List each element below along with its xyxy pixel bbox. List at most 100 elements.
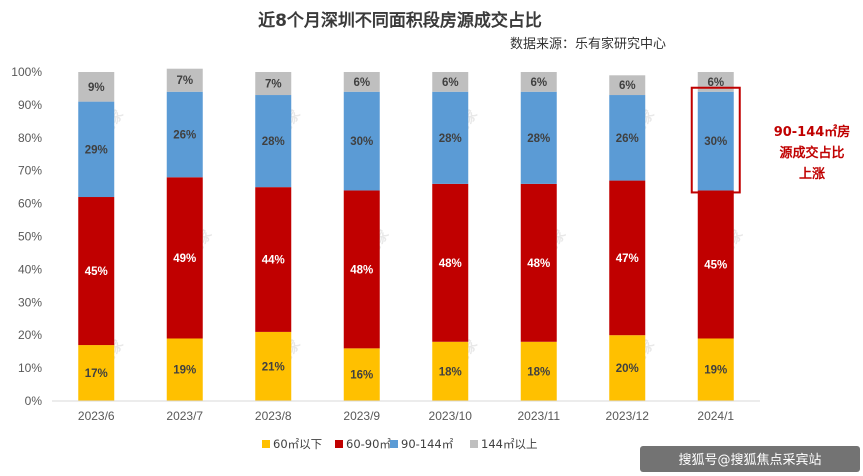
data-label: 47% [616, 253, 639, 265]
bar-segment [166, 68, 203, 92]
y-tick-label: 100% [11, 65, 42, 79]
legend-swatch [390, 440, 398, 448]
data-label: 48% [439, 258, 462, 270]
x-tick-label: 2023/9 [343, 409, 380, 423]
data-label: 30% [350, 136, 373, 148]
bar-segment [166, 338, 203, 401]
y-axis: 0% 10% 20% 30% 40% 50% 60% 70% 80% 90% 100% [11, 65, 42, 408]
bar-segment [78, 101, 115, 198]
data-label: 18% [527, 366, 550, 378]
y-tick-label: 0% [25, 394, 43, 408]
legend-label: 60㎡以下 [273, 437, 322, 451]
data-label: 6% [619, 80, 636, 92]
data-label: 17% [85, 368, 108, 380]
bar-segment [432, 341, 469, 401]
bar-segment [520, 91, 557, 184]
annotation-text: 源成交占比 [779, 145, 844, 161]
bar-segment [609, 335, 646, 401]
data-label: 20% [616, 363, 639, 375]
legend-swatch [262, 440, 270, 448]
y-tick-label: 30% [18, 295, 42, 309]
annotation-box [690, 86, 741, 194]
data-label: 26% [173, 130, 196, 142]
data-label: 49% [173, 253, 196, 265]
data-label: 6% [442, 77, 459, 89]
y-tick-label: 70% [18, 164, 42, 178]
legend-label: 90-144㎡ [401, 437, 454, 451]
bar-segment [255, 95, 292, 188]
bar-segment [520, 183, 557, 342]
y-tick-label: 60% [18, 197, 42, 211]
bar-segment [255, 72, 292, 96]
data-label: 19% [704, 365, 727, 377]
y-tick-label: 80% [18, 131, 42, 145]
bar-segment [697, 190, 734, 339]
x-tick-label: 2023/12 [606, 409, 650, 423]
data-label: 26% [616, 133, 639, 145]
bar-segment [78, 197, 115, 346]
data-label: 7% [176, 75, 193, 87]
data-label: 45% [85, 266, 108, 278]
data-label: 18% [439, 366, 462, 378]
x-tick-label: 2023/7 [166, 409, 203, 423]
footer-badge: 搜狐号@搜狐焦点采宾站 [640, 446, 860, 472]
bar-segment [343, 91, 380, 191]
data-label: 21% [262, 361, 285, 373]
x-tick-label: 2023/6 [78, 409, 115, 423]
data-label: 19% [173, 365, 196, 377]
legend-swatch [470, 440, 478, 448]
data-label: 48% [527, 258, 550, 270]
x-tick-label: 2023/8 [255, 409, 292, 423]
data-label: 7% [265, 79, 282, 91]
data-label: 28% [527, 133, 550, 145]
bar-segment [520, 72, 557, 92]
data-label: 16% [350, 370, 373, 382]
x-tick-label: 2024/1 [697, 409, 734, 423]
data-label: 9% [88, 82, 105, 94]
bar-segment [166, 91, 203, 178]
bar-segment [255, 187, 292, 332]
x-tick-label: 2023/11 [518, 409, 561, 423]
bar-segment [432, 72, 469, 92]
data-label: 6% [530, 77, 547, 89]
footer-text: 搜狐号@搜狐焦点采宾站 [678, 452, 821, 468]
data-label: 45% [704, 259, 727, 271]
bar-segment [255, 331, 292, 401]
bar-segment [697, 91, 734, 191]
annotation-text: 90-144㎡房 [774, 124, 851, 140]
bar-segment [520, 341, 557, 401]
y-tick-label: 10% [18, 361, 42, 375]
bar-segment [697, 338, 734, 401]
legend-swatch [335, 440, 343, 448]
data-label: 29% [85, 144, 108, 156]
footer-background [640, 446, 860, 472]
data-label: 30% [704, 136, 727, 148]
data-label: 48% [350, 264, 373, 276]
legend-label: 144㎡以上 [481, 437, 537, 451]
y-tick-label: 50% [18, 230, 42, 244]
data-label: 6% [707, 77, 724, 89]
legend-label: 60-90㎡ [346, 437, 391, 451]
data-label: 28% [439, 133, 462, 145]
annotation-text: 上涨 [799, 167, 825, 182]
y-tick-label: 40% [18, 262, 42, 276]
bar-segment [78, 72, 115, 102]
bar-segment [78, 345, 115, 401]
chart-title: 近8个月深圳不同面积段房源成交占比 [258, 10, 542, 31]
bar-segment [343, 72, 380, 92]
legend: 60㎡以下 60-90㎡ 90-144㎡ 144㎡以上 [262, 437, 537, 451]
bar-segment [432, 183, 469, 342]
bar-segment [166, 177, 203, 339]
bar-segment [343, 190, 380, 349]
bar-segment [609, 95, 646, 181]
x-tick-label: 2023/10 [429, 409, 473, 423]
bar-segment [343, 348, 380, 401]
bar-segment [432, 91, 469, 184]
data-label: 6% [353, 77, 370, 89]
data-label: 44% [262, 255, 285, 267]
data-label: 28% [262, 136, 285, 148]
y-tick-label: 90% [18, 98, 42, 112]
